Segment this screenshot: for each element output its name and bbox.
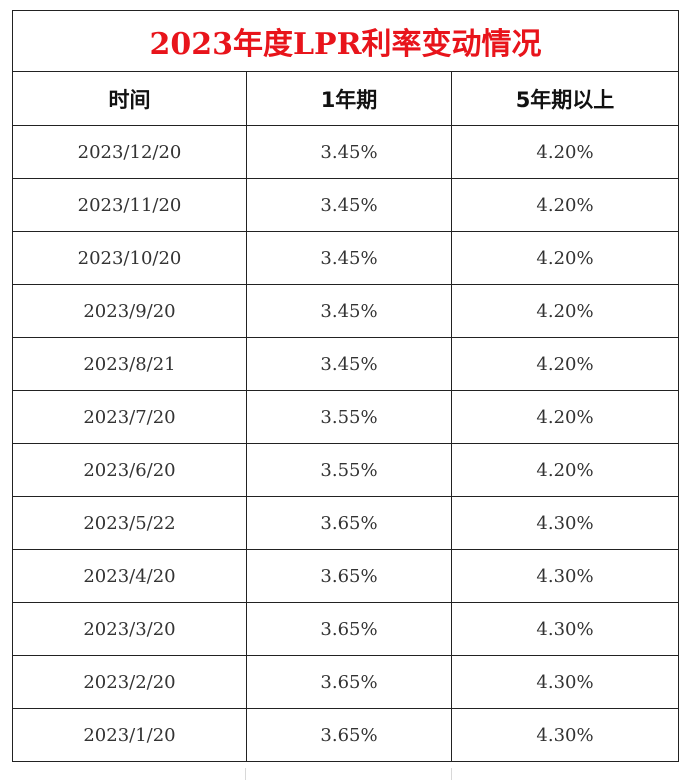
one-year-rate-cell: 3.65% [246, 602, 452, 656]
one-year-rate-cell: 3.65% [246, 496, 452, 550]
one-year-rate-cell: 3.45% [246, 284, 452, 338]
table-row: 2023/8/21 3.45% 4.20% [12, 337, 679, 391]
table-row: 2023/7/20 3.55% 4.20% [12, 390, 679, 444]
five-year-rate-cell: 4.30% [451, 708, 679, 762]
gridline [452, 768, 678, 780]
five-year-rate-cell: 4.30% [451, 602, 679, 656]
one-year-rate-cell: 3.45% [246, 231, 452, 285]
table-row: 2023/4/20 3.65% 4.30% [12, 549, 679, 603]
table-row: 2023/12/20 3.45% 4.20% [12, 125, 679, 179]
table-row: 2023/5/22 3.65% 4.30% [12, 496, 679, 550]
one-year-rate-cell: 3.55% [246, 443, 452, 497]
gridline [246, 768, 452, 780]
five-year-rate-cell: 4.20% [451, 443, 679, 497]
table-row: 2023/3/20 3.65% 4.30% [12, 602, 679, 656]
one-year-rate-cell: 3.45% [246, 337, 452, 391]
date-cell: 2023/10/20 [12, 231, 247, 285]
one-year-rate-cell: 3.45% [246, 178, 452, 232]
five-year-rate-cell: 4.30% [451, 496, 679, 550]
table-row: 2023/2/20 3.65% 4.30% [12, 655, 679, 709]
table-row: 2023/11/20 3.45% 4.20% [12, 178, 679, 232]
table-title: 2023年度LPR利率变动情况 [12, 10, 679, 72]
column-header-date: 时间 [12, 71, 247, 126]
one-year-rate-cell: 3.65% [246, 708, 452, 762]
date-cell: 2023/3/20 [12, 602, 247, 656]
date-cell: 2023/2/20 [12, 655, 247, 709]
five-year-rate-cell: 4.30% [451, 549, 679, 603]
one-year-rate-cell: 3.45% [246, 125, 452, 179]
table-row: 2023/1/20 3.65% 4.30% [12, 708, 679, 762]
header-row: 时间 1年期 5年期以上 [12, 71, 679, 126]
table-row: 2023/6/20 3.55% 4.20% [12, 443, 679, 497]
five-year-rate-cell: 4.30% [451, 655, 679, 709]
date-cell: 2023/8/21 [12, 337, 247, 391]
date-cell: 2023/5/22 [12, 496, 247, 550]
table-row: 2023/9/20 3.45% 4.20% [12, 284, 679, 338]
five-year-rate-cell: 4.20% [451, 284, 679, 338]
gridline [12, 768, 247, 780]
lpr-table: 2023年度LPR利率变动情况 时间 1年期 5年期以上 2023/12/20 … [12, 10, 679, 762]
column-header-one-year: 1年期 [246, 71, 452, 126]
date-cell: 2023/11/20 [12, 178, 247, 232]
one-year-rate-cell: 3.65% [246, 549, 452, 603]
five-year-rate-cell: 4.20% [451, 231, 679, 285]
date-cell: 2023/12/20 [12, 125, 247, 179]
column-header-five-year: 5年期以上 [451, 71, 679, 126]
one-year-rate-cell: 3.65% [246, 655, 452, 709]
title-row: 2023年度LPR利率变动情况 [12, 10, 679, 72]
date-cell: 2023/4/20 [12, 549, 247, 603]
one-year-rate-cell: 3.55% [246, 390, 452, 444]
five-year-rate-cell: 4.20% [451, 337, 679, 391]
sheet-gridline-continuation [12, 768, 678, 780]
five-year-rate-cell: 4.20% [451, 125, 679, 179]
date-cell: 2023/1/20 [12, 708, 247, 762]
table-row: 2023/10/20 3.45% 4.20% [12, 231, 679, 285]
lpr-sheet: 2023年度LPR利率变动情况 时间 1年期 5年期以上 2023/12/20 … [12, 10, 679, 762]
five-year-rate-cell: 4.20% [451, 178, 679, 232]
five-year-rate-cell: 4.20% [451, 390, 679, 444]
date-cell: 2023/7/20 [12, 390, 247, 444]
date-cell: 2023/9/20 [12, 284, 247, 338]
date-cell: 2023/6/20 [12, 443, 247, 497]
